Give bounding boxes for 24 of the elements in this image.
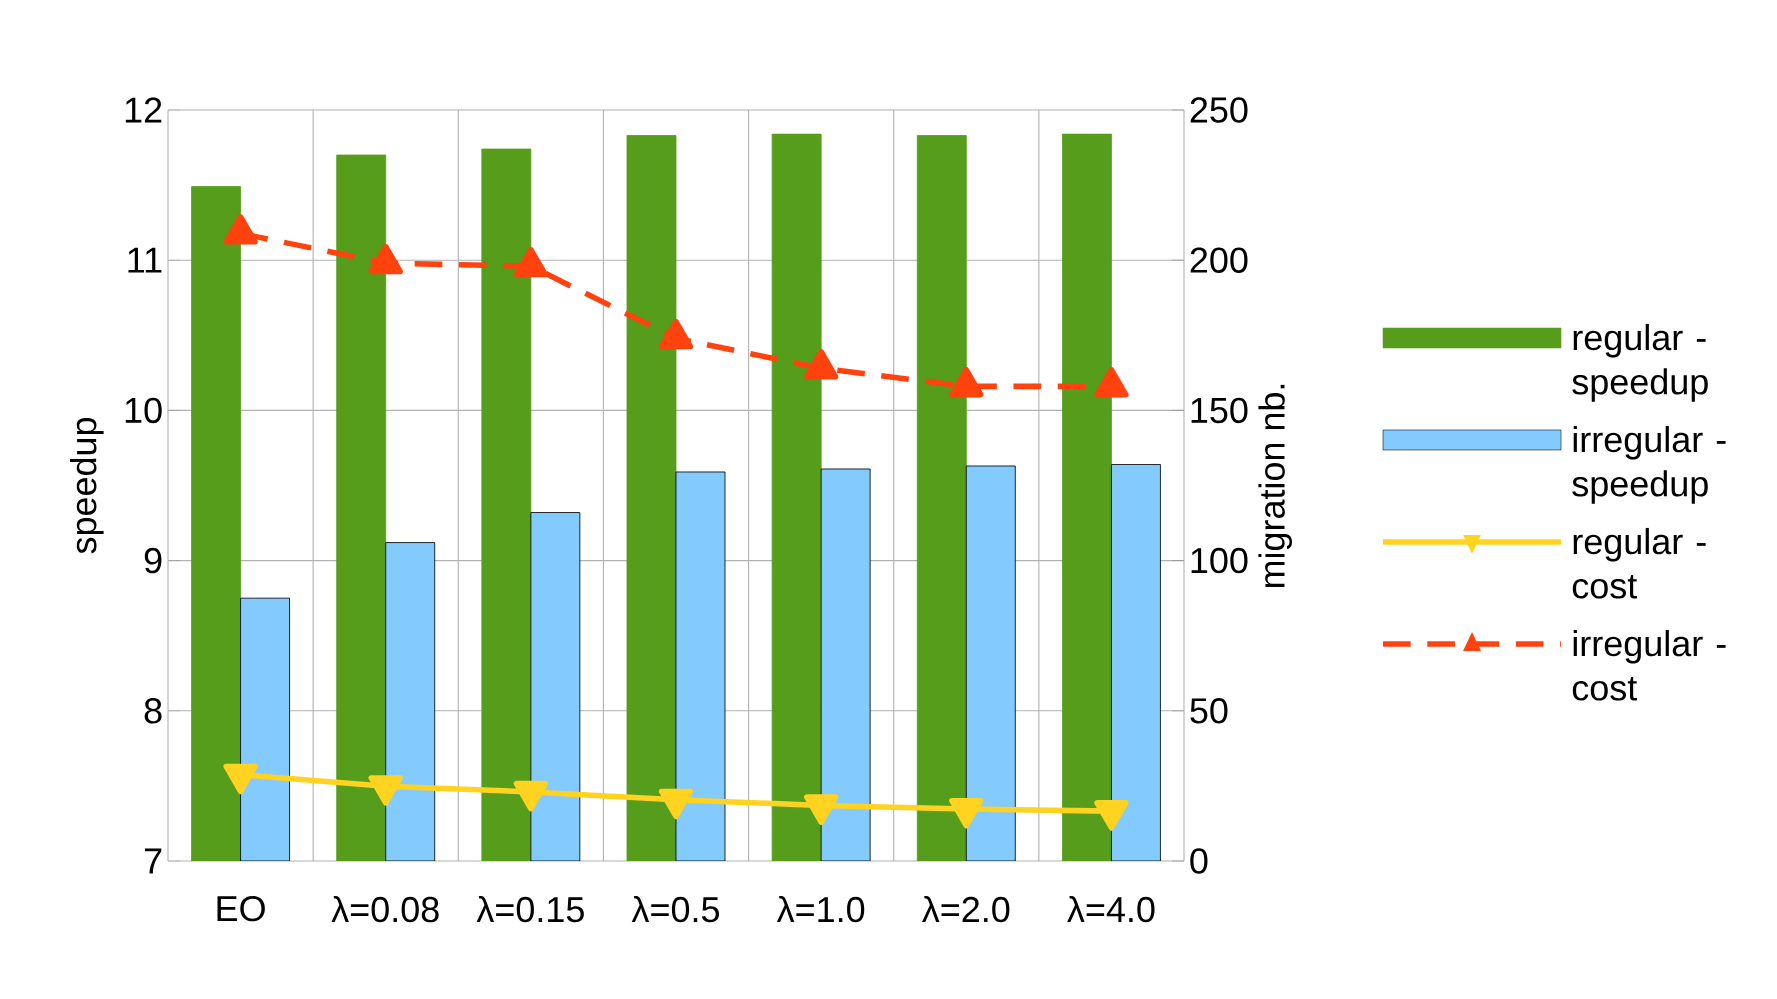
y2-axis-title: migration nb. [1258, 384, 1292, 588]
y-tick-label: 12 [125, 97, 162, 123]
y-tick-label: 9 [144, 547, 162, 574]
y2-tick-label: 100 [1191, 547, 1248, 574]
y-tick-label: 8 [144, 698, 162, 724]
y2-tick-label: 250 [1190, 97, 1248, 123]
y-tick-label: 7 [144, 848, 162, 874]
legend-label: irregular - cost [1572, 629, 1726, 701]
y-tick-label: 11 [128, 247, 162, 273]
legend-label: regular - speedup [1572, 323, 1708, 402]
y2-tick-label: 50 [1190, 698, 1228, 724]
x-tick-label: EO [217, 895, 265, 922]
y-axis-title: speedup [70, 418, 104, 554]
y-tick-label: 10 [125, 397, 162, 424]
y2-tick-label: 0 [1190, 848, 1208, 874]
y2-tick-label: 150 [1191, 397, 1248, 424]
x-tick-label: λ=1.0 [776, 895, 865, 923]
x-tick-label: λ=2.0 [922, 895, 1010, 923]
x-tick-label: λ=0.08 [331, 895, 439, 923]
x-tick-label: λ=4.0 [1067, 895, 1155, 923]
x-tick-label: λ=0.15 [476, 895, 584, 923]
y2-tick-label: 200 [1190, 247, 1248, 273]
x-tick-label: λ=0.5 [631, 895, 719, 923]
legend-label: irregular - speedup [1572, 425, 1726, 504]
